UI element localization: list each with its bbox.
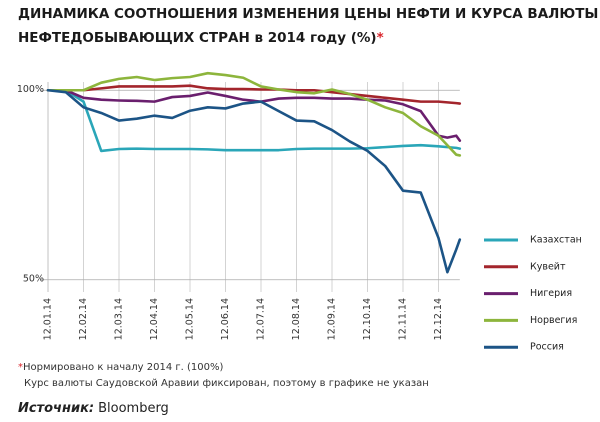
x-tick-label: 12.03.14 xyxy=(114,298,125,340)
series-line xyxy=(46,88,462,153)
x-tick-label: 12.05.14 xyxy=(185,298,196,340)
x-tick-label: 12.10.14 xyxy=(362,298,373,340)
y-tick-label: 100% xyxy=(17,84,44,95)
x-tick-label: 12.09.14 xyxy=(327,298,338,340)
legend-label: Нигерия xyxy=(530,288,572,299)
x-tick-label: 12.08.14 xyxy=(291,298,302,340)
chart-title: НЕФТЕДОБЫВАЮЩИХ СТРАН в 2014 году (%)* xyxy=(18,30,384,46)
x-tick-label: 12.01.14 xyxy=(43,298,54,340)
note: Курс валюты Саудовской Аравии фиксирован… xyxy=(24,378,429,389)
chart-title: ДИНАМИКА СООТНОШЕНИЯ ИЗМЕНЕНИЯ ЦЕНЫ НЕФТ… xyxy=(18,6,598,22)
series-line xyxy=(46,88,462,142)
series-line xyxy=(46,84,462,105)
series-line xyxy=(46,88,462,274)
legend-label: Кувейт xyxy=(530,261,566,272)
footnote-text: Нормировано к началу 2014 г. (100%) xyxy=(23,362,223,373)
title-asterisk: * xyxy=(377,30,384,46)
x-tick-label: 12.11.14 xyxy=(398,298,409,340)
x-tick-label: 12.04.14 xyxy=(149,298,160,340)
x-tick-label: 12.02.14 xyxy=(78,298,89,340)
legend-label: Казахстан xyxy=(530,235,582,246)
y-tick-label: 50% xyxy=(23,273,44,284)
series-line xyxy=(46,71,462,157)
source-label: Источник: xyxy=(18,401,94,416)
x-tick-label: 12.12.14 xyxy=(433,298,444,340)
source: Источник: Bloomberg xyxy=(18,401,169,416)
legend-label: Норвегия xyxy=(530,315,577,326)
legend-label: Россия xyxy=(530,342,564,353)
chart-title-line: НЕФТЕДОБЫВАЮЩИХ СТРАН в 2014 году (%) xyxy=(18,30,377,46)
footnote: *Нормировано к началу 2014 г. (100%) xyxy=(18,362,223,373)
x-tick-label: 12.06.14 xyxy=(220,298,231,340)
footnote-asterisk: * xyxy=(18,362,23,373)
source-name: Bloomberg xyxy=(98,401,169,416)
x-tick-label: 12.07.14 xyxy=(256,298,267,340)
